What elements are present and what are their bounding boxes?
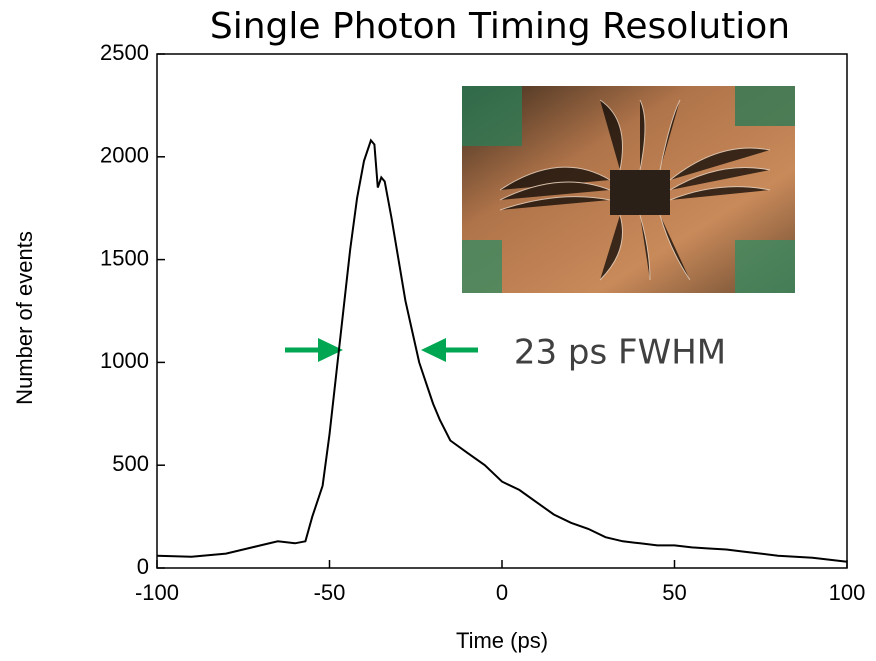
x-tick-label: 100 (829, 580, 866, 605)
y-tick-label: 1500 (100, 245, 149, 270)
y-tick-label: 0 (137, 554, 149, 579)
data-line (156, 138, 848, 563)
annotation: 23 ps FWHM (514, 333, 726, 373)
x-tick-label: -100 (135, 580, 179, 605)
y-tick-label: 1000 (100, 348, 149, 373)
y-tick-label: 2500 (100, 40, 149, 65)
fwhm-arrows (285, 338, 478, 362)
x-axis-title: Time (ps) (456, 628, 548, 653)
x-tick-label: 50 (662, 580, 686, 605)
y-tick-label: 2000 (100, 143, 149, 168)
inset-photo (462, 86, 795, 293)
y-axis-title: Number of events (12, 231, 37, 405)
x-tick-label: -50 (314, 580, 346, 605)
chart-title: Single Photon Timing Resolution (210, 6, 790, 47)
x-tick-label: 0 (496, 580, 508, 605)
y-tick-label: 500 (112, 451, 149, 476)
